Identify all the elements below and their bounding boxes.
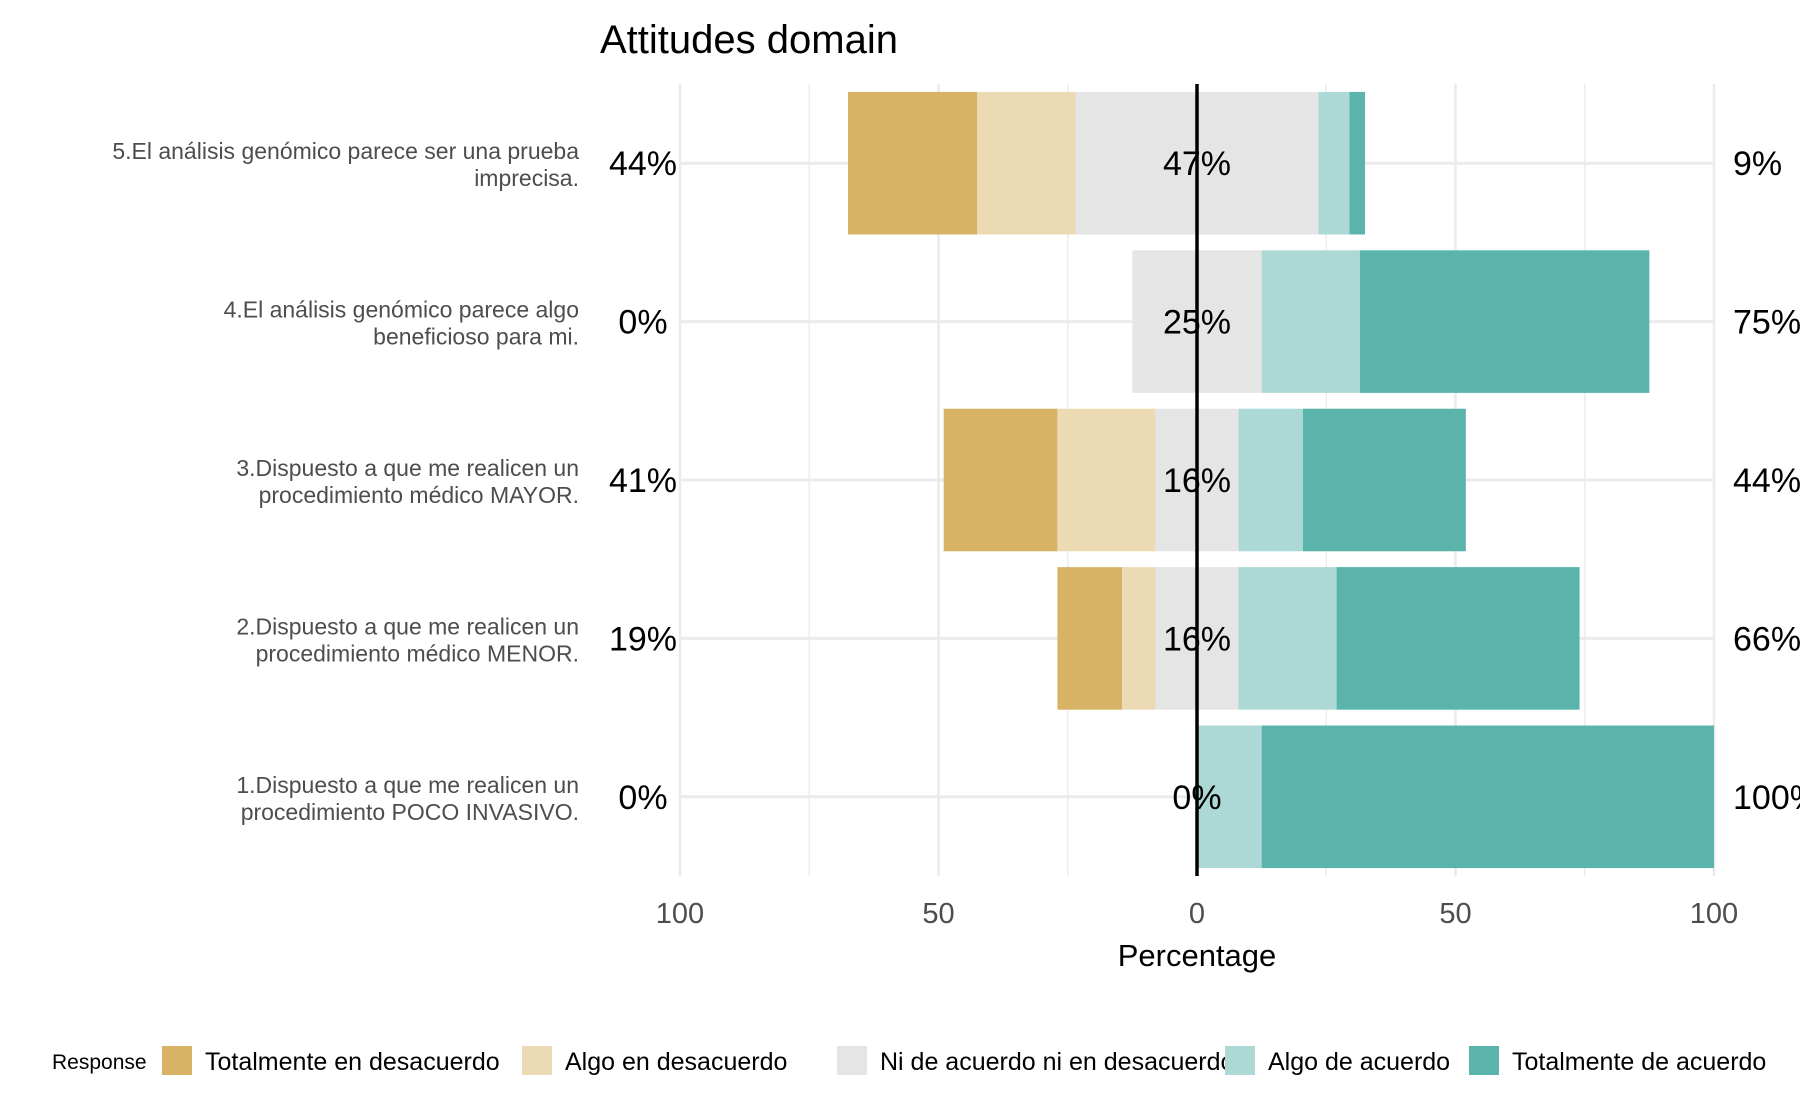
right-percent-label: 66% bbox=[1733, 620, 1800, 658]
legend-label: Totalmente de acuerdo bbox=[1512, 1048, 1766, 1076]
legend-key bbox=[162, 1046, 192, 1075]
x-tick-label: 50 bbox=[1439, 898, 1471, 930]
bar-segment bbox=[1197, 725, 1262, 869]
category-label: 2.Dispuesto a que me realicen un procedim… bbox=[236, 613, 579, 666]
bar-segment bbox=[1349, 91, 1366, 235]
bar-segment bbox=[977, 91, 1076, 235]
x-tick-label: 100 bbox=[1690, 898, 1738, 930]
bar-segment bbox=[848, 91, 978, 235]
left-percent-label: 0% bbox=[618, 304, 667, 342]
legend-label: Algo en desacuerdo bbox=[565, 1048, 787, 1076]
legend-label: Totalmente en desacuerdo bbox=[205, 1048, 500, 1076]
left-percent-label: 19% bbox=[609, 620, 677, 658]
x-axis: 100 50 0 50 100 bbox=[656, 898, 1738, 930]
bar-segment bbox=[1238, 567, 1337, 710]
category-label: 4.El análisis genómico parece algo benefi… bbox=[224, 297, 579, 350]
category-label: 1.Dispuesto a que me realicen un procedim… bbox=[236, 772, 579, 825]
legend: Response Totalmente en desacuerdo Algo en … bbox=[52, 1046, 1766, 1076]
right-percent-label: 75% bbox=[1733, 304, 1800, 342]
center-percent-label: 47% bbox=[1163, 145, 1231, 183]
bar-segment bbox=[1261, 725, 1714, 869]
legend-key bbox=[522, 1046, 552, 1075]
category-label: 5.El análisis genómico parece ser una pr… bbox=[112, 138, 579, 191]
labels: 5.El análisis genómico parece ser una pr… bbox=[112, 138, 1800, 825]
left-percent-label: 0% bbox=[618, 779, 667, 817]
chart-title: Attitudes domain bbox=[600, 18, 898, 62]
legend-label: Algo de acuerdo bbox=[1268, 1048, 1450, 1076]
center-percent-label: 16% bbox=[1163, 620, 1231, 658]
bar-segment bbox=[943, 408, 1058, 552]
bar-segment bbox=[1238, 408, 1303, 552]
bar-segment bbox=[1302, 408, 1466, 552]
center-percent-label: 25% bbox=[1163, 304, 1231, 342]
bar-segment bbox=[1057, 567, 1123, 710]
legend-key bbox=[837, 1046, 867, 1075]
bar-segment bbox=[1336, 567, 1580, 710]
legend-title: Response bbox=[52, 1051, 147, 1074]
center-percent-label: 0% bbox=[1172, 779, 1221, 817]
bar-segment bbox=[1261, 250, 1360, 393]
x-tick-label: 0 bbox=[1189, 898, 1205, 930]
legend-key bbox=[1469, 1046, 1499, 1075]
right-percent-label: 100% bbox=[1733, 779, 1800, 817]
bar-segment bbox=[1057, 408, 1156, 552]
center-percent-label: 16% bbox=[1163, 462, 1231, 500]
bar-segment bbox=[1122, 567, 1156, 710]
right-percent-label: 9% bbox=[1733, 145, 1782, 183]
x-tick-label: 50 bbox=[922, 898, 954, 930]
left-percent-label: 41% bbox=[609, 462, 677, 500]
bar-segment bbox=[1318, 91, 1350, 235]
category-label: 3.Dispuesto a que me realicen un procedim… bbox=[236, 455, 579, 508]
x-tick-label: 100 bbox=[656, 898, 704, 930]
legend-label: Ni de acuerdo ni en desacuerdo bbox=[880, 1048, 1234, 1076]
x-axis-title: Percentage bbox=[1118, 938, 1277, 973]
bar-segment bbox=[1359, 250, 1650, 393]
left-percent-label: 44% bbox=[609, 145, 677, 183]
legend-key bbox=[1225, 1046, 1255, 1075]
right-percent-label: 44% bbox=[1733, 462, 1800, 500]
